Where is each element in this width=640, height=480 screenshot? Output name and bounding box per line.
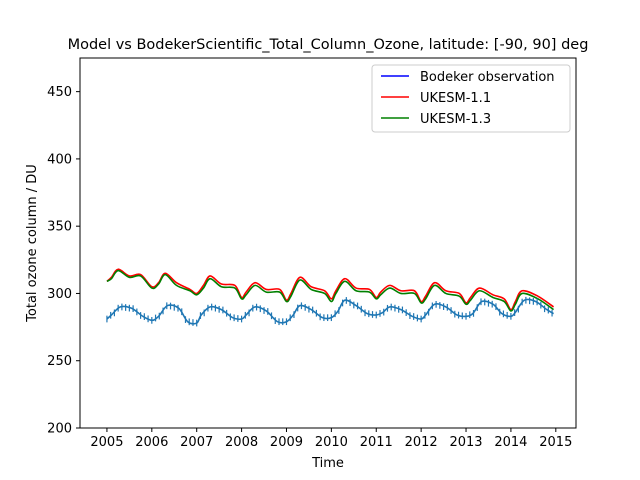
x-tick-label: 2015 — [539, 435, 572, 450]
y-axis: 200 250 300 350 400 450 — [47, 85, 80, 437]
legend: Bodeker observation UKESM-1.1 UKESM-1.3 — [371, 64, 571, 133]
x-tick-label: 2005 — [90, 435, 123, 450]
x-tick-label: 2009 — [270, 435, 303, 450]
y-tick-label: 200 — [47, 422, 72, 437]
y-tick-label: 350 — [47, 220, 72, 235]
series-line-ukesm-1-1 — [106, 268, 555, 311]
observation-error-bars — [106, 296, 553, 327]
legend-label-0: Bodeker observation — [420, 70, 555, 85]
x-axis: 2005 2006 2007 2008 2009 2010 2011 2012 2013 2014… — [90, 428, 572, 450]
legend-box — [371, 64, 571, 133]
plot-frame — [79, 57, 577, 429]
chart-title: Model vs BodekerScientific_Total_Column_… — [68, 37, 589, 53]
observation-line — [106, 298, 554, 325]
y-tick-label: 450 — [47, 85, 72, 100]
series-line-ukesm-1-3 — [106, 269, 555, 312]
y-axis-label: Total ozone column / DU — [25, 164, 40, 323]
x-tick-label: 2008 — [225, 435, 258, 450]
series-layer — [106, 268, 555, 312]
observation-layer — [106, 296, 554, 327]
y-tick-label: 250 — [47, 354, 72, 369]
x-tick-label: 2010 — [315, 435, 348, 450]
y-tick-label: 400 — [47, 152, 72, 167]
x-axis-label: Time — [311, 456, 344, 471]
x-tick-label: 2011 — [360, 435, 393, 450]
x-tick-label: 2012 — [405, 435, 438, 450]
x-tick-label: 2007 — [180, 435, 213, 450]
y-tick-label: 300 — [47, 287, 72, 302]
x-tick-label: 2014 — [494, 435, 527, 450]
legend-label-2: UKESM-1.3 — [420, 112, 491, 127]
x-tick-label: 2006 — [135, 435, 168, 450]
x-tick-label: 2013 — [449, 435, 482, 450]
legend-label-1: UKESM-1.1 — [420, 91, 491, 106]
